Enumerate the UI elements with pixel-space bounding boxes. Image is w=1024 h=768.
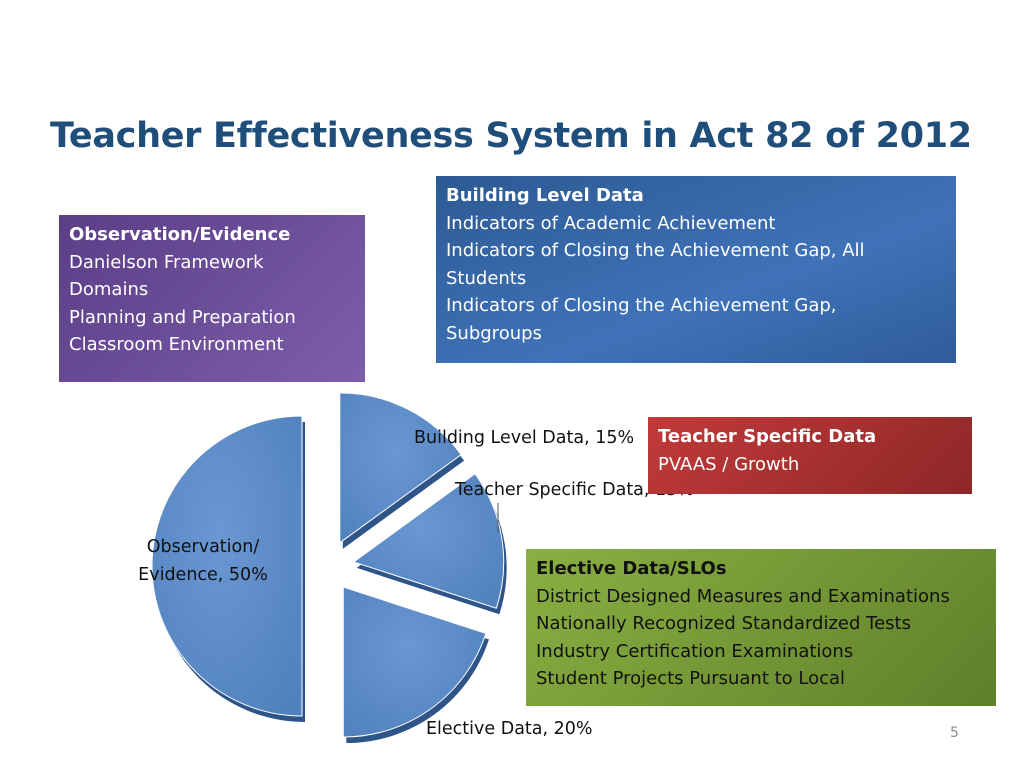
building-line: Subgroups	[446, 322, 542, 344]
teacher-heading: Teacher Specific Data	[658, 426, 877, 447]
slide-title: Teacher Effectiveness System in Act 82 o…	[50, 116, 972, 156]
observation-line: Domains	[69, 279, 149, 300]
building-line: Students	[446, 267, 527, 289]
observation-line: Planning and Preparation	[69, 306, 296, 328]
building-heading: Building Level Data	[446, 185, 644, 206]
page-number: 5	[950, 725, 959, 741]
building-line: Indicators of Closing the Achievement Ga…	[446, 295, 837, 316]
elective-heading: Elective Data/SLOs	[536, 558, 727, 579]
pie-slice-building-level-data	[339, 392, 462, 544]
pie-label-teacher-specific-data: Teacher Specific Data, 15%	[454, 480, 694, 500]
observation-line: Classroom Environment	[69, 334, 284, 355]
observation-heading: Observation/Evidence	[69, 224, 291, 245]
elective-line: Nationally Recognized Standardized Tests	[536, 613, 911, 634]
pie-slice-elective-data	[342, 586, 487, 738]
pie-slice-teacher-specific-data	[352, 473, 505, 609]
building-level-data-box: Building Level Data Indicators of Academ…	[436, 176, 956, 363]
pie-label-observation-evidence: Observation/Evidence, 50%	[138, 537, 268, 585]
building-line: Indicators of Closing the Achievement Ga…	[446, 240, 865, 261]
pie-label-building-level-data: Building Level Data, 15%	[414, 428, 634, 448]
pie-label-elective-data: Elective Data, 20%	[426, 719, 593, 739]
teacher-specific-data-box: Teacher Specific Data PVAAS / Growth	[648, 417, 972, 494]
elective-line: Industry Certification Examinations	[536, 640, 854, 662]
observation-evidence-box: Observation/Evidence Danielson Framework…	[59, 215, 365, 382]
elective-line: Student Projects Pursuant to Local	[536, 668, 846, 689]
pie-slice-observation-evidence	[151, 415, 303, 717]
elective-line: District Designed Measures and Examinati…	[536, 585, 950, 607]
building-line: Indicators of Academic Achievement	[446, 212, 776, 234]
observation-line: Danielson Framework	[69, 251, 264, 273]
elective-data-box: Elective Data/SLOs District Designed Mea…	[526, 549, 996, 706]
teacher-line: PVAAS / Growth	[658, 453, 800, 475]
